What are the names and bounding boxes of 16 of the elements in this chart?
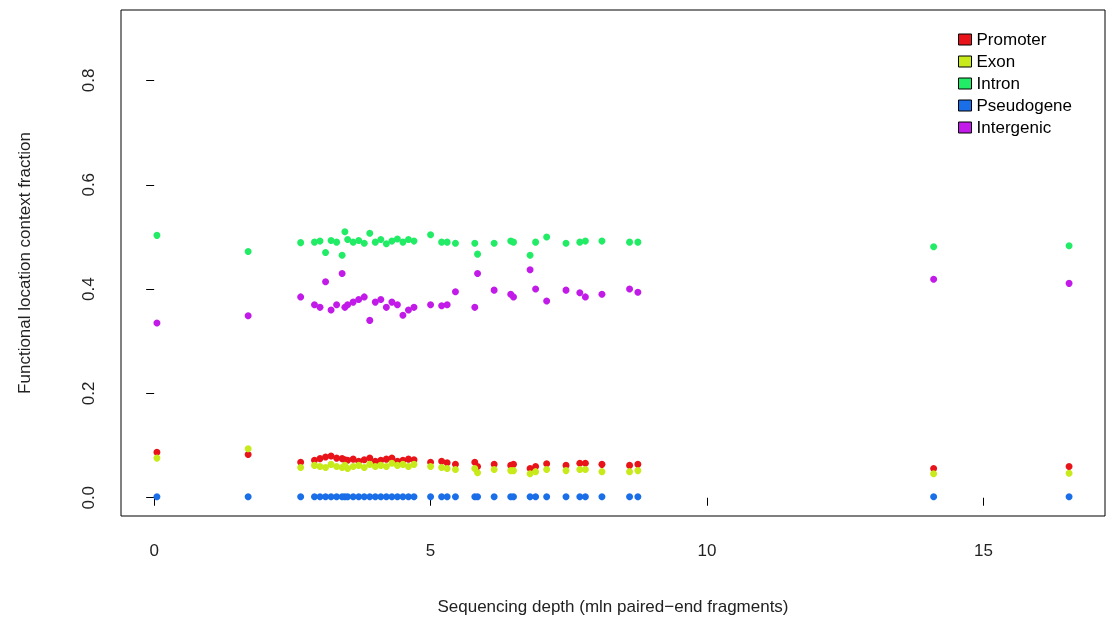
x-tick-label: 5 [425, 541, 436, 560]
y-axis-title: Functional location context fraction [15, 132, 34, 394]
legend-label: Intergenic [976, 118, 1052, 137]
x-axis-title: Sequencing depth (mln paired−end fragments) [437, 597, 789, 616]
y-tick-label: 0.0 [79, 485, 98, 510]
y-tick-label: 0.4 [79, 277, 98, 301]
legend-label: Promoter [976, 30, 1047, 49]
legend-label: Intron [976, 74, 1021, 93]
y-tick-label: 0.6 [79, 172, 98, 197]
y-tick-label: 0.2 [79, 381, 98, 406]
x-tick-label: 15 [973, 541, 993, 560]
x-tick-label: 0 [149, 541, 159, 560]
x-tick-label: 10 [697, 541, 717, 560]
legend-label: Exon [976, 52, 1016, 71]
y-tick-label: 0.8 [79, 68, 98, 93]
legend-label: Pseudogene [976, 96, 1073, 115]
